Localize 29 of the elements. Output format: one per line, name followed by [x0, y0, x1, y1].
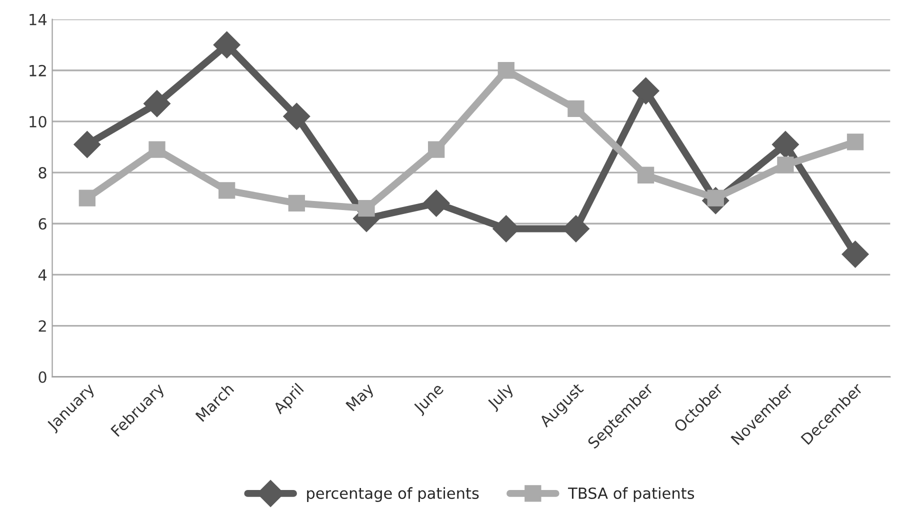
point — [283, 102, 310, 130]
point — [78, 190, 96, 206]
point — [842, 240, 869, 268]
point — [632, 77, 660, 104]
point — [422, 190, 450, 217]
point — [144, 90, 170, 118]
y-tick-label: 12 — [30, 64, 46, 76]
y-tick-label: 0 — [38, 371, 46, 383]
point — [148, 141, 166, 158]
point — [772, 131, 799, 158]
point — [218, 182, 236, 199]
point — [358, 200, 375, 217]
point — [213, 31, 240, 58]
y-tick-label: 2 — [38, 320, 46, 332]
point — [637, 166, 654, 184]
y-tick-label: 14 — [30, 14, 47, 26]
y-tick-label: 8 — [38, 167, 46, 179]
y-tick-label: 10 — [30, 116, 46, 128]
point — [288, 194, 305, 212]
y-tick-label: 6 — [38, 218, 46, 230]
y-tick-label: 4 — [38, 269, 47, 281]
point — [777, 156, 794, 174]
point — [74, 131, 101, 158]
legend-label: percentage of patients — [307, 487, 479, 502]
point — [428, 141, 445, 158]
point — [568, 100, 584, 118]
legend-label: TBSA of patients — [568, 487, 694, 502]
point — [498, 62, 514, 79]
point — [846, 134, 864, 150]
